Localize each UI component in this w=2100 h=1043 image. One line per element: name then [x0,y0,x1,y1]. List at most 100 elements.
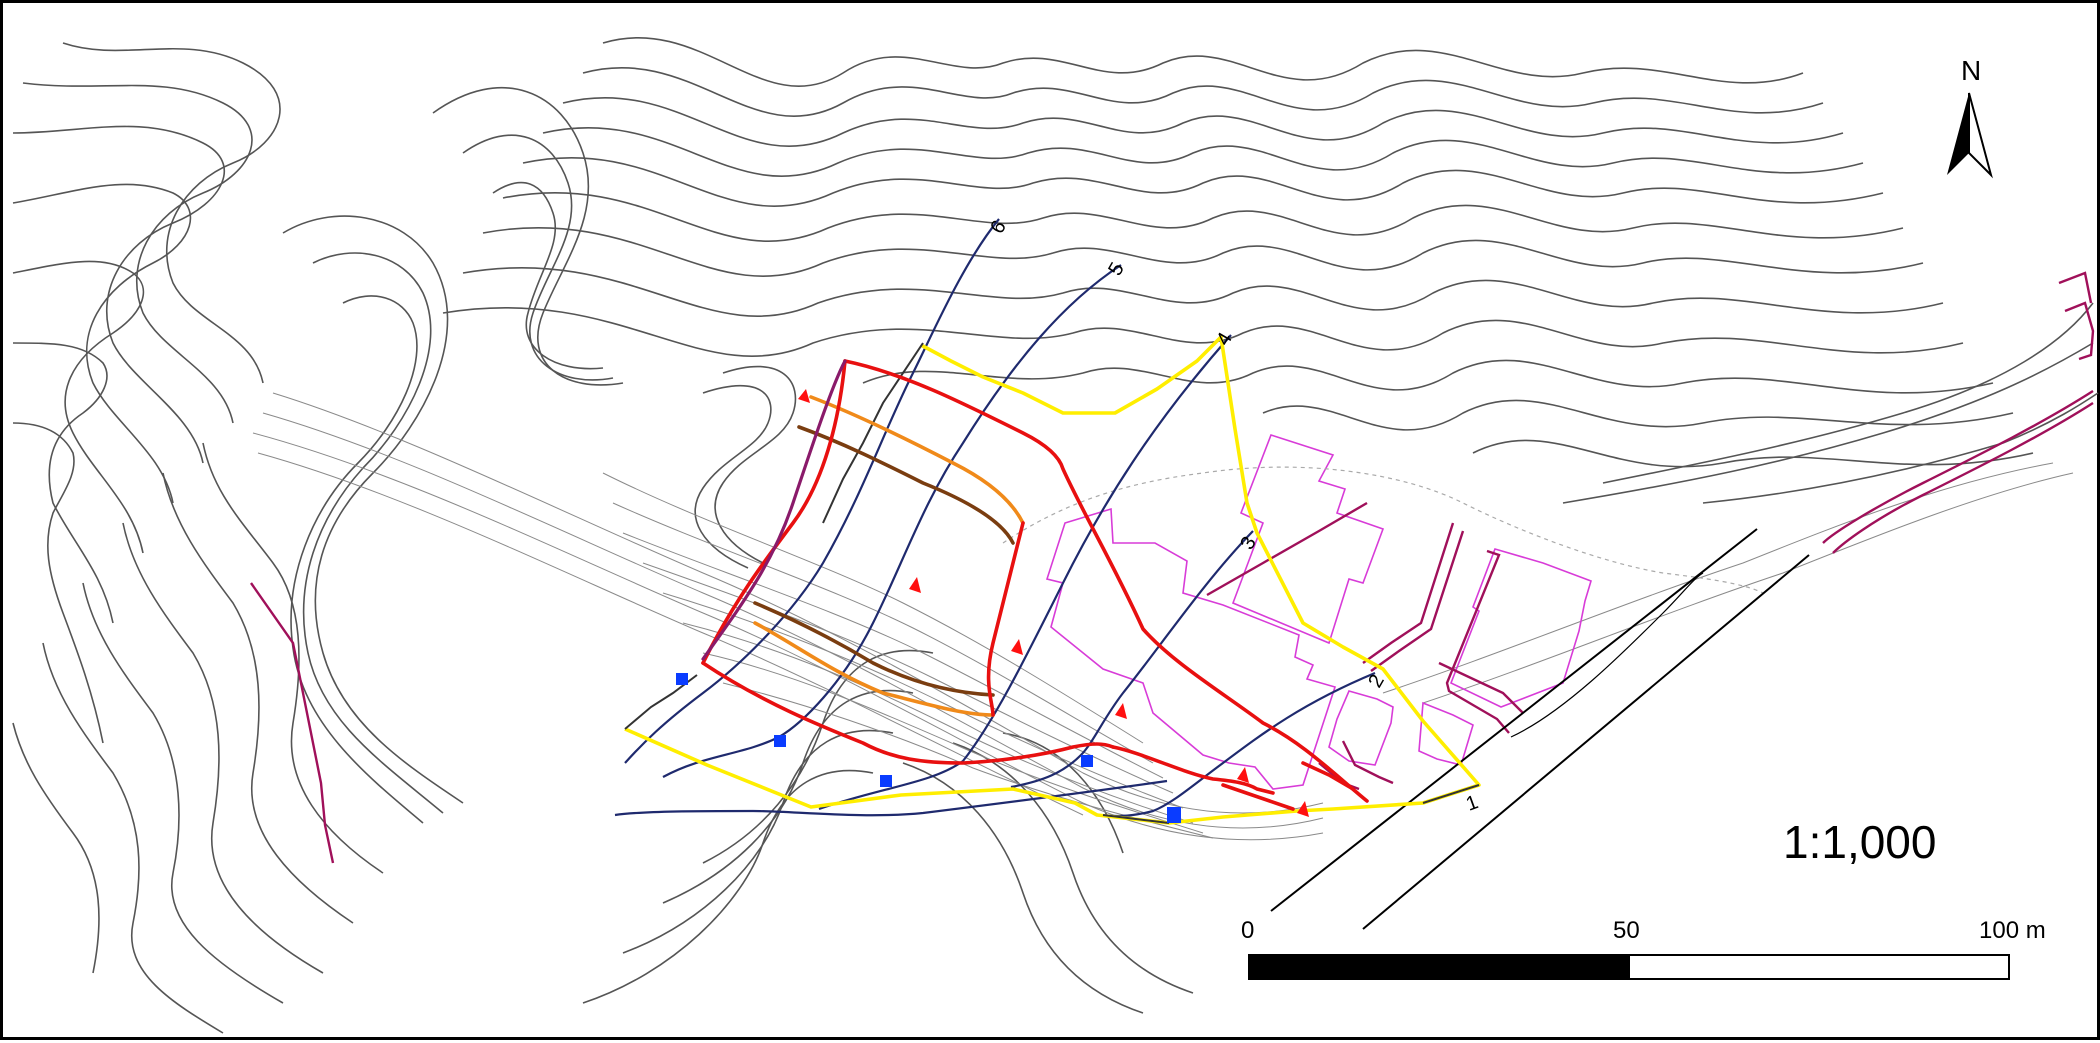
contour-line [1472,439,2034,468]
scarp-brown [753,601,995,697]
profile-labels: 1 2 3 4 5 6 [986,217,1481,816]
contour-line [1702,392,2099,504]
north-arrow [1947,92,1993,179]
minor-contour-lines [252,392,2074,841]
contour-line [1382,462,2054,694]
road-line [1362,522,1455,664]
contour-line [642,562,1174,794]
contour-line [42,642,224,1034]
contour-line [82,582,284,1004]
scarp-brown [797,425,1015,545]
scarp-red [701,661,1115,765]
road-line [1341,740,1394,785]
profile-label-1: 1 [1463,791,1481,815]
contour-line [1562,342,2094,504]
contour-line [257,452,1084,816]
scarp-red [1111,745,1275,795]
red-triangle-marker [909,577,921,593]
contour-line [12,125,225,464]
embankment-line [1510,572,1704,738]
profile-line-4 [818,334,1232,811]
contour-line [1262,399,2014,431]
road-lines [250,271,2095,864]
building [1231,434,1385,645]
contour-line [442,307,1964,358]
contour-line [602,37,1804,87]
contour-line [492,181,604,370]
north-arrow-icon [1968,92,1993,179]
building [1418,701,1474,766]
road-line [2064,301,2095,361]
contour-line [462,134,614,381]
scale-label-100: 100 m [1979,917,2046,944]
profile-line-1 [614,779,1168,817]
red-triangle-marker [798,389,810,403]
contour-line [522,157,1884,207]
contour-line [582,67,1824,117]
scarp-orange [809,395,1025,525]
scarp-purple [701,359,847,661]
contour-line [432,87,624,386]
embankment-line [1270,528,1758,912]
contour-line [682,622,1194,824]
contour-line [1602,302,2094,484]
contour-line [602,472,1144,744]
road-line [1822,389,2094,544]
red-triangle-marker [1297,801,1309,817]
boundary-segment-black [624,342,1480,824]
profile-label-4: 4 [1212,329,1237,350]
markers [676,389,1309,823]
topographic-map[interactable]: 1 2 3 4 5 6 [3,3,2100,1043]
north-label: N [1961,55,1982,86]
road-line [1370,530,1465,672]
scarp-orange [753,621,995,717]
contour-line [702,652,1204,834]
contour-line [1422,472,2074,704]
embankment-line [1362,554,1810,930]
red-triangle-marker [1011,639,1023,655]
profile-lines [614,218,1376,818]
scale-bar-white [1628,954,2010,980]
contour-line [502,192,1904,243]
red-triangle-marker [1237,767,1249,783]
contour-line [562,97,1844,147]
road-line [1832,401,2094,554]
contour-lines [12,37,2099,1034]
contour-line [862,359,1994,394]
contour-line [12,342,114,624]
scarp-red [701,359,847,665]
contour-line [302,252,444,814]
contour-line [12,722,100,974]
contour-line [542,127,1864,177]
contour-line [952,742,1194,994]
boundary-line [624,335,1481,825]
blue-marker [1081,755,1093,767]
contour-line [12,260,145,554]
contour-line [462,267,1944,318]
road-line [1438,661,1524,714]
building-outlines [1045,434,1592,790]
building [1045,507,1337,790]
contour-line [62,42,281,384]
contour-line [902,762,1144,1014]
contour-line [582,769,874,1004]
blue-marker [880,775,892,787]
contour-line [282,215,464,804]
scarp-red [843,359,1369,803]
scale-label-50: 50 [1613,917,1640,944]
road-line [1445,549,1510,734]
contour-line [22,82,253,424]
profile-label-5: 5 [1104,259,1129,280]
contour-line [290,295,424,824]
road-line [250,582,335,864]
black-edge-lines [1270,528,1810,930]
scarp-red [1301,761,1355,791]
contour-line [12,183,192,504]
landslide-boundary [624,335,1481,825]
blue-marker [774,735,786,747]
blue-marker [676,673,688,685]
scarp-red [1221,783,1295,811]
scarp-red [986,521,1025,717]
profile-line-3 [1010,530,1254,789]
